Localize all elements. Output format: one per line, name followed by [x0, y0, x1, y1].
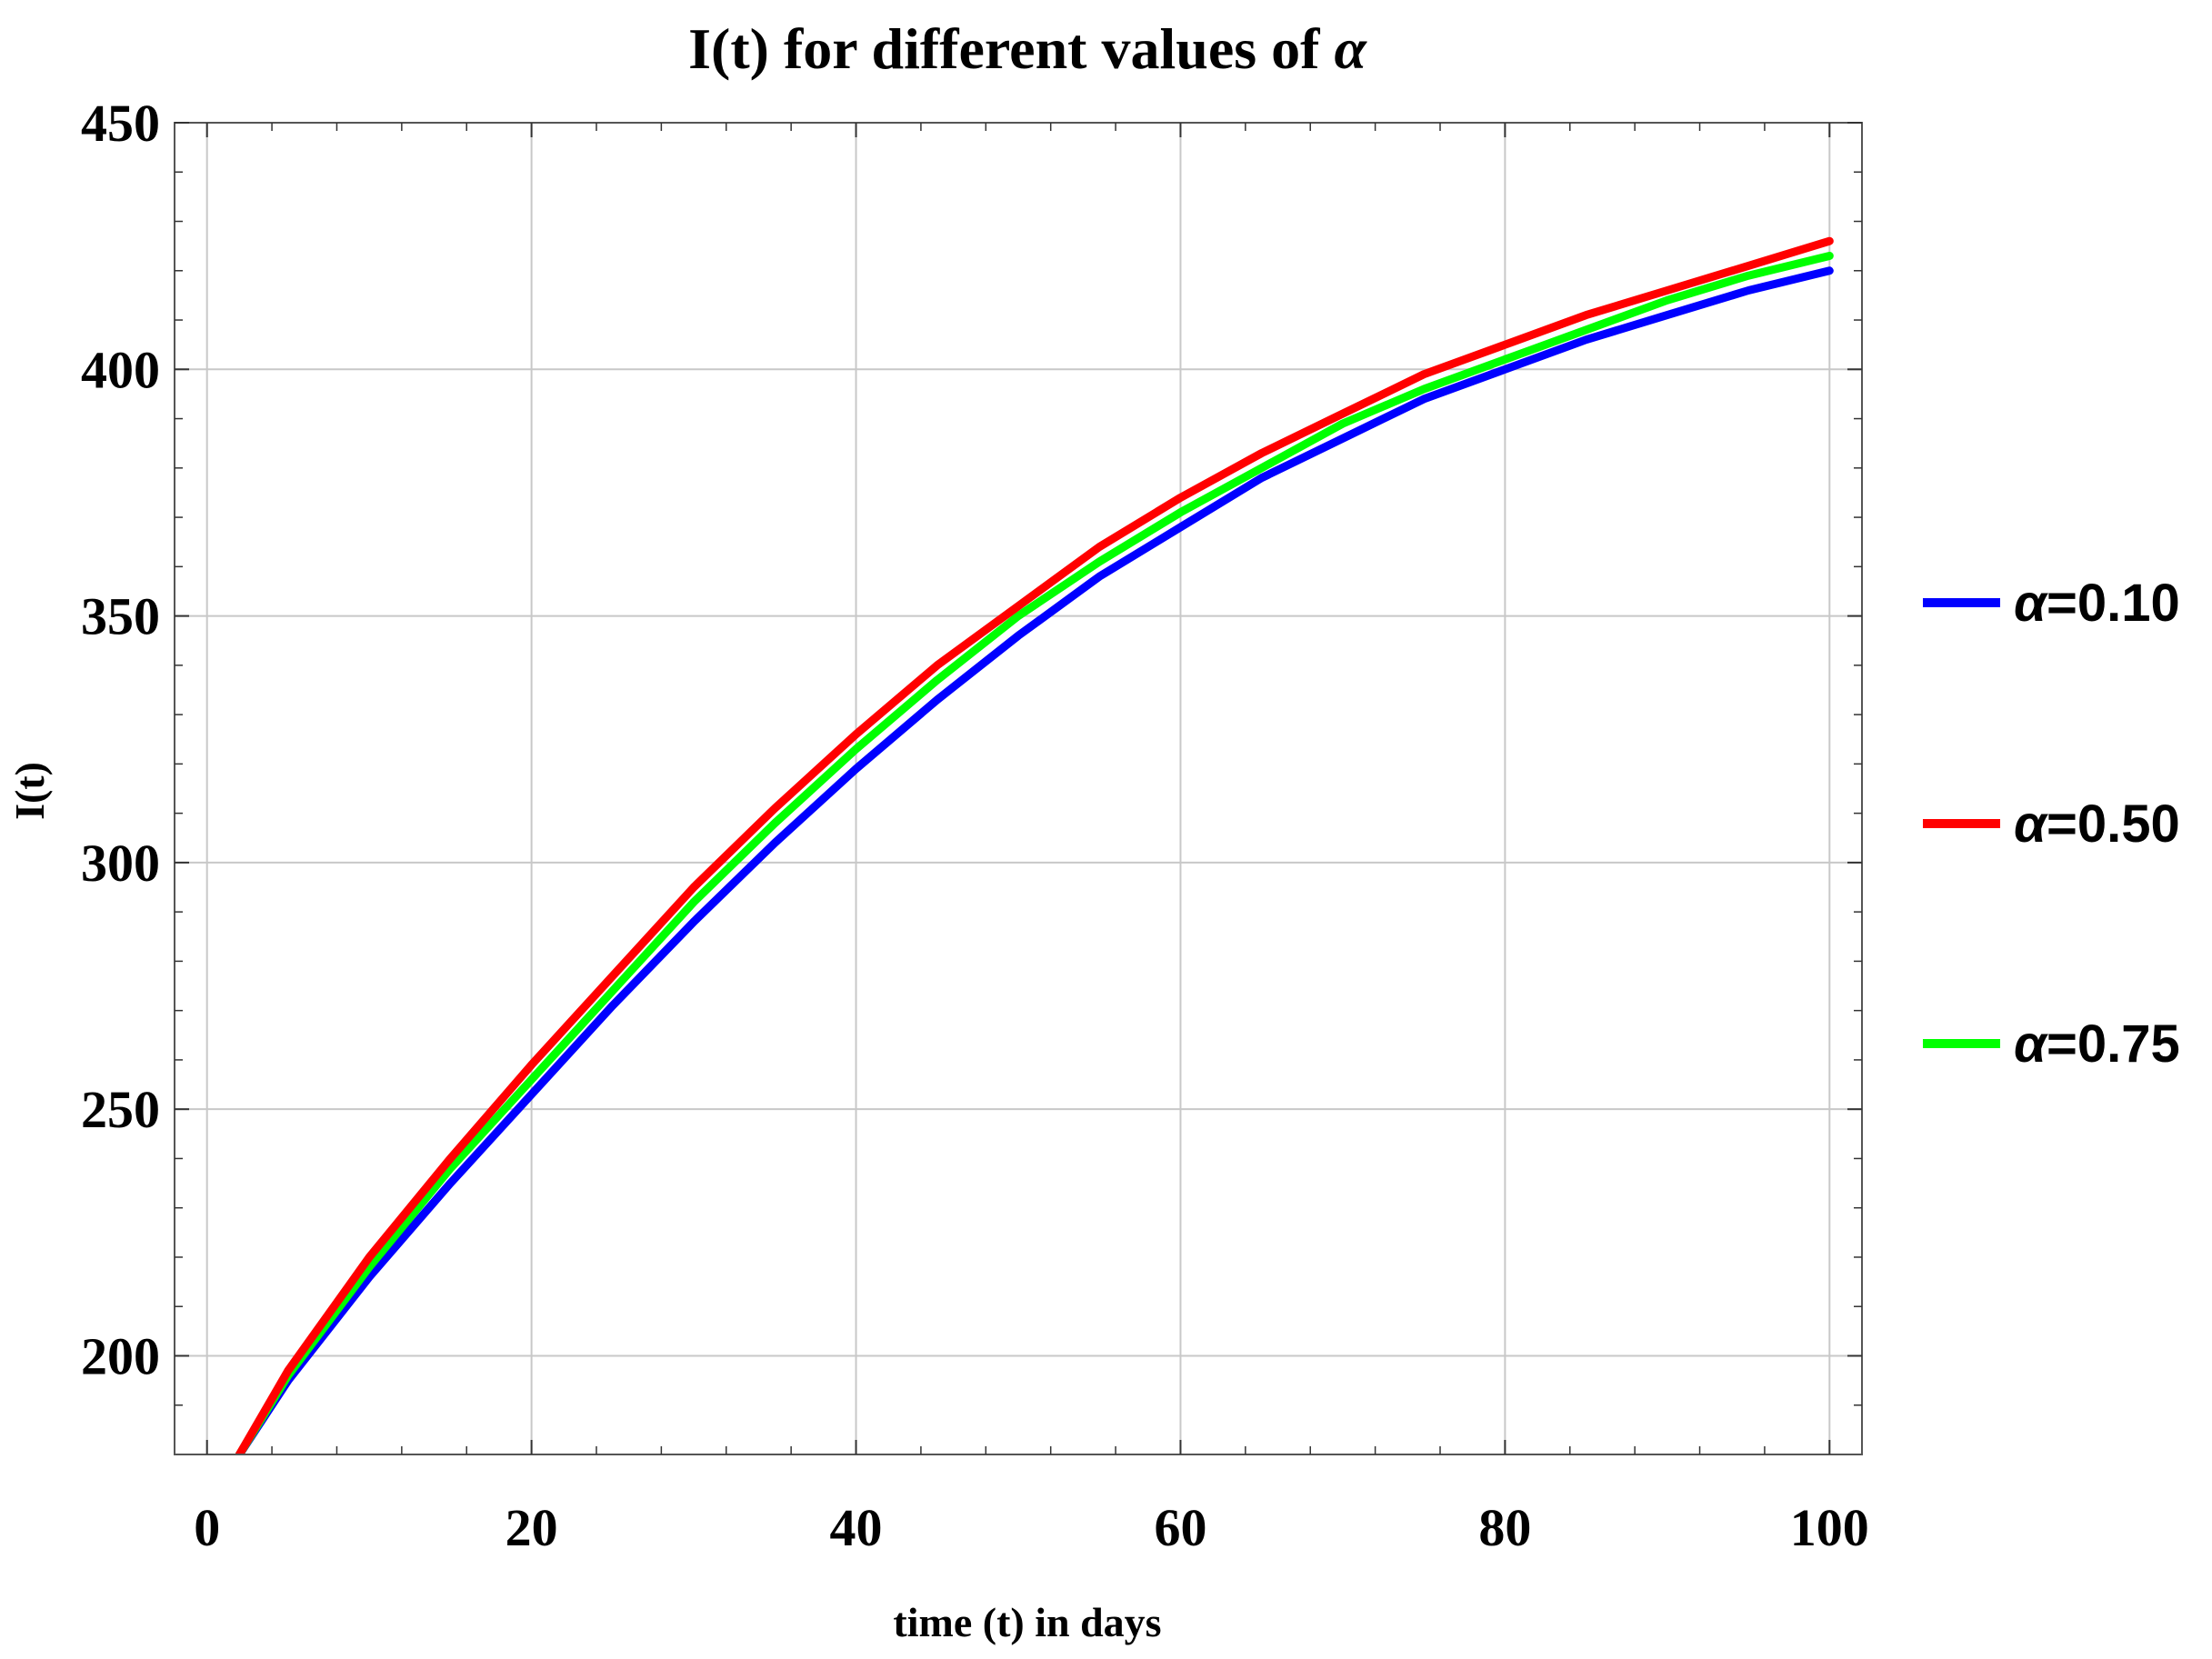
y-tick-label: 450 [81, 94, 160, 153]
x-axis-label: time (t) in days [893, 1599, 1161, 1645]
x-tick-label: 20 [505, 1498, 558, 1557]
series-layer [235, 236, 1834, 1454]
x-tick-label: 80 [1478, 1498, 1531, 1557]
tick-labels: 0 20 40 60 80 100 200 250 300 350 400 450 [81, 94, 1869, 1557]
axis-ticks [175, 122, 1862, 1454]
y-tick-label: 300 [81, 834, 160, 893]
series-line-α=0.75 [235, 252, 1834, 1454]
legend-label: α=0.75 [2014, 1014, 2180, 1074]
x-tick-label: 100 [1790, 1498, 1869, 1557]
y-tick-label: 350 [81, 587, 160, 646]
legend-label: α=0.50 [2014, 795, 2180, 854]
series-line-α=0.10 [235, 266, 1834, 1454]
y-tick-label: 250 [81, 1080, 160, 1139]
x-tick-label: 60 [1154, 1498, 1206, 1557]
legend-label: α=0.10 [2014, 574, 2180, 633]
legend: α=0.10 α=0.50 α=0.75 [1923, 574, 2180, 1074]
x-tick-label: 0 [194, 1498, 220, 1557]
y-tick-label: 400 [81, 340, 160, 399]
chart-title: I(t) for different values of α [688, 16, 1367, 81]
plot-frame [174, 122, 1863, 1455]
y-axis-label: I(t) [6, 762, 53, 820]
x-tick-label: 40 [830, 1498, 883, 1557]
series-line-α=0.50 [235, 236, 1834, 1454]
y-tick-label: 200 [81, 1326, 160, 1385]
